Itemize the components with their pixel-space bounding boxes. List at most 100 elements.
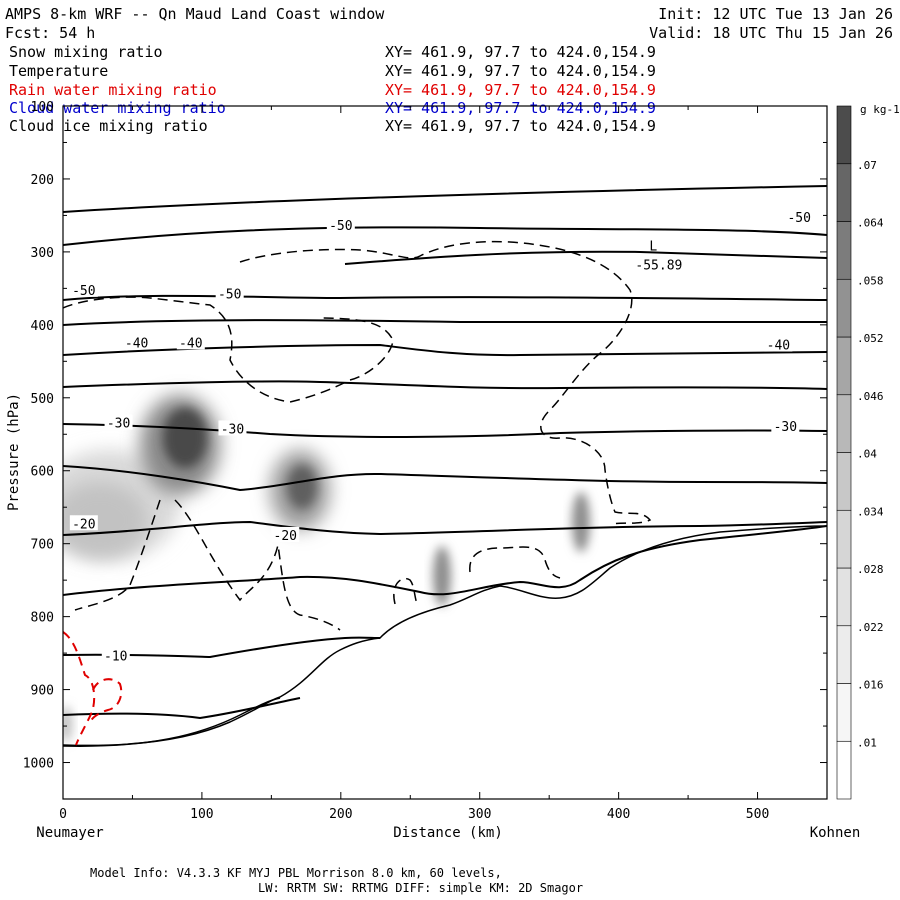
colorbar-swatch (836, 740, 852, 800)
temperature-label: -50 (787, 211, 810, 226)
rain-contour (89, 678, 123, 723)
colorbar-swatch (836, 509, 852, 569)
y-tick-label: 100 (31, 100, 54, 115)
temperature-label: -30 (107, 417, 130, 432)
temperature-label-bg (764, 336, 793, 352)
x-tick-label: 500 (746, 807, 769, 822)
temperature-label: -50 (329, 219, 352, 234)
y-tick-label: 500 (31, 392, 54, 407)
temperature-label: -50 (72, 284, 95, 299)
temperature-label-bg (771, 418, 800, 434)
cloud-ice-mid (174, 499, 341, 631)
colorbar-level-label: .01 (857, 736, 877, 749)
field-xy-temperature: XY= 461.9, 97.7 to 424.0,154.9 (385, 62, 656, 80)
cloud-ice-lower (74, 499, 161, 611)
y-axis-label: Pressure (hPa) (6, 393, 22, 511)
field-name-temperature: Temperature (9, 62, 108, 80)
colorbar-unit: g kg-1 (860, 103, 900, 116)
colorbar-level-label: .07 (857, 159, 877, 172)
temperature-label-bg (271, 526, 300, 542)
temperature-label-bg (215, 285, 244, 301)
y-tick-label: 1000 (23, 757, 54, 772)
field-legend: Snow mixing ratio XY= 461.9, 97.7 to 424… (9, 43, 656, 135)
temperature-label: -30 (774, 420, 797, 435)
isotherm (63, 294, 827, 301)
cloud-ice-west (63, 296, 394, 403)
colorbar-swatch (836, 163, 852, 222)
isotherm (63, 636, 381, 659)
field-xy-cloud-water: XY= 461.9, 97.7 to 424.0,154.9 (385, 99, 656, 117)
isotherm (63, 185, 827, 213)
temperature-label: -50 (218, 287, 241, 302)
colorbar-level-label: .052 (857, 332, 884, 345)
cloud-ice-upper (239, 240, 652, 525)
colorbar-level-label: .058 (857, 274, 884, 287)
snow-blob-slope (572, 492, 590, 552)
colorbar: .01 .016 .022 .028 .034 .04 .046 .052 .058 .064 .0… (836, 105, 884, 800)
field-name-snow: Snow mixing ratio (9, 43, 163, 61)
colorbar-swatch (836, 683, 852, 742)
y-tick-label: 400 (31, 319, 54, 334)
temperature-label: -10 (104, 649, 127, 664)
x-tick-label: 200 (329, 807, 352, 822)
x-axis: 0 100 200 300 400 500 (59, 106, 769, 822)
field-xy-rain: XY= 461.9, 97.7 to 424.0,154.9 (385, 81, 656, 99)
cloud-ice-contours (63, 240, 652, 631)
y-axis: 100 200 300 400 500 600 700 800 900 1000 (23, 100, 827, 800)
isotherm (63, 423, 827, 438)
snow-shading (63, 395, 590, 742)
temperature-label: -40 (125, 336, 148, 351)
snow-blob-ridge (433, 546, 451, 606)
colorbar-level-label: .04 (857, 448, 877, 461)
colorbar-swatch (836, 452, 852, 511)
snow-blob-main-core (163, 408, 207, 468)
field-name-cloud-ice: Cloud ice mixing ratio (9, 117, 208, 135)
temperature-label: -30 (221, 422, 244, 437)
terrain-upper (63, 525, 827, 747)
temperature-label: -20 (274, 529, 297, 544)
y-tick-label: 600 (31, 465, 54, 480)
isotherm (63, 697, 301, 720)
colorbar-level-label: .046 (857, 390, 884, 403)
forecast-hour: Fcst: 54 h (5, 24, 95, 42)
isotherm (63, 465, 827, 492)
temperature-isotherms (63, 185, 827, 720)
terrain-profile (63, 525, 827, 747)
colorbar-swatch (836, 394, 852, 453)
low-marker-letter: L (649, 239, 657, 254)
snow-blob-west (63, 482, 148, 558)
colorbar-level-label: .034 (857, 505, 884, 518)
rain-contour (63, 631, 96, 746)
isotherm (344, 250, 827, 265)
cloud-ice-ridge (393, 578, 419, 607)
temperature-label-bg (69, 281, 98, 297)
snow-blob-mid-core (287, 465, 317, 509)
colorbar-swatch (836, 625, 852, 684)
low-marker-value: -55.89 (635, 258, 682, 273)
colorbar-swatch (836, 567, 852, 627)
temperature-label-bg (176, 334, 205, 350)
temperature-label-bg (122, 334, 151, 350)
colorbar-swatch (836, 221, 852, 280)
temperature-label-bg (101, 647, 130, 663)
field-name-rain: Rain water mixing ratio (9, 81, 217, 99)
temperature-label: -40 (767, 339, 790, 354)
isotherm (63, 319, 827, 326)
field-xy-snow: XY= 461.9, 97.7 to 424.0,154.9 (385, 43, 656, 61)
isotherm (63, 226, 827, 246)
temperature-label-bg (218, 420, 247, 436)
x-tick-label: 300 (468, 807, 491, 822)
colorbar-swatch (836, 278, 852, 338)
y-tick-label: 200 (31, 173, 54, 188)
colorbar-swatch (836, 105, 852, 165)
y-tick-label: 700 (31, 538, 54, 553)
init-time: Init: 12 UTC Tue 13 Jan 26 (658, 5, 893, 23)
valid-time: Valid: 18 UTC Thu 15 Jan 26 (649, 24, 893, 42)
temperature-label: -40 (179, 336, 202, 351)
temperature-labels: -50 -50 -50 -50 -40 -40 -40 -30 -30 -30 -20 -20 -10 (69, 208, 814, 664)
x-tick-label: 400 (607, 807, 630, 822)
isotherm (63, 520, 827, 536)
temperature-label-bg (785, 208, 814, 224)
temperature-label-bg (69, 515, 98, 531)
